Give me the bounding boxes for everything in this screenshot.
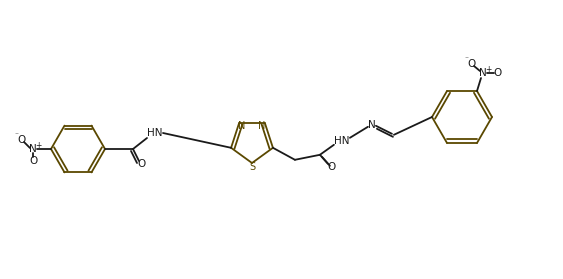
Text: O: O (328, 162, 336, 172)
Text: N: N (238, 121, 246, 131)
Text: +: + (485, 64, 491, 74)
Text: O: O (494, 68, 502, 78)
Text: N: N (29, 144, 37, 154)
Text: N: N (258, 121, 266, 131)
Text: N: N (368, 120, 376, 130)
Text: O: O (137, 159, 145, 169)
Text: S: S (249, 162, 255, 172)
Text: HN: HN (334, 136, 350, 146)
Text: HN: HN (148, 128, 163, 138)
Text: ⁻: ⁻ (14, 131, 18, 140)
Text: ⁻: ⁻ (464, 54, 468, 64)
Text: O: O (467, 59, 475, 69)
Text: +: + (35, 141, 41, 150)
Text: O: O (29, 156, 37, 166)
Text: N: N (479, 68, 487, 78)
Text: O: O (17, 135, 25, 145)
